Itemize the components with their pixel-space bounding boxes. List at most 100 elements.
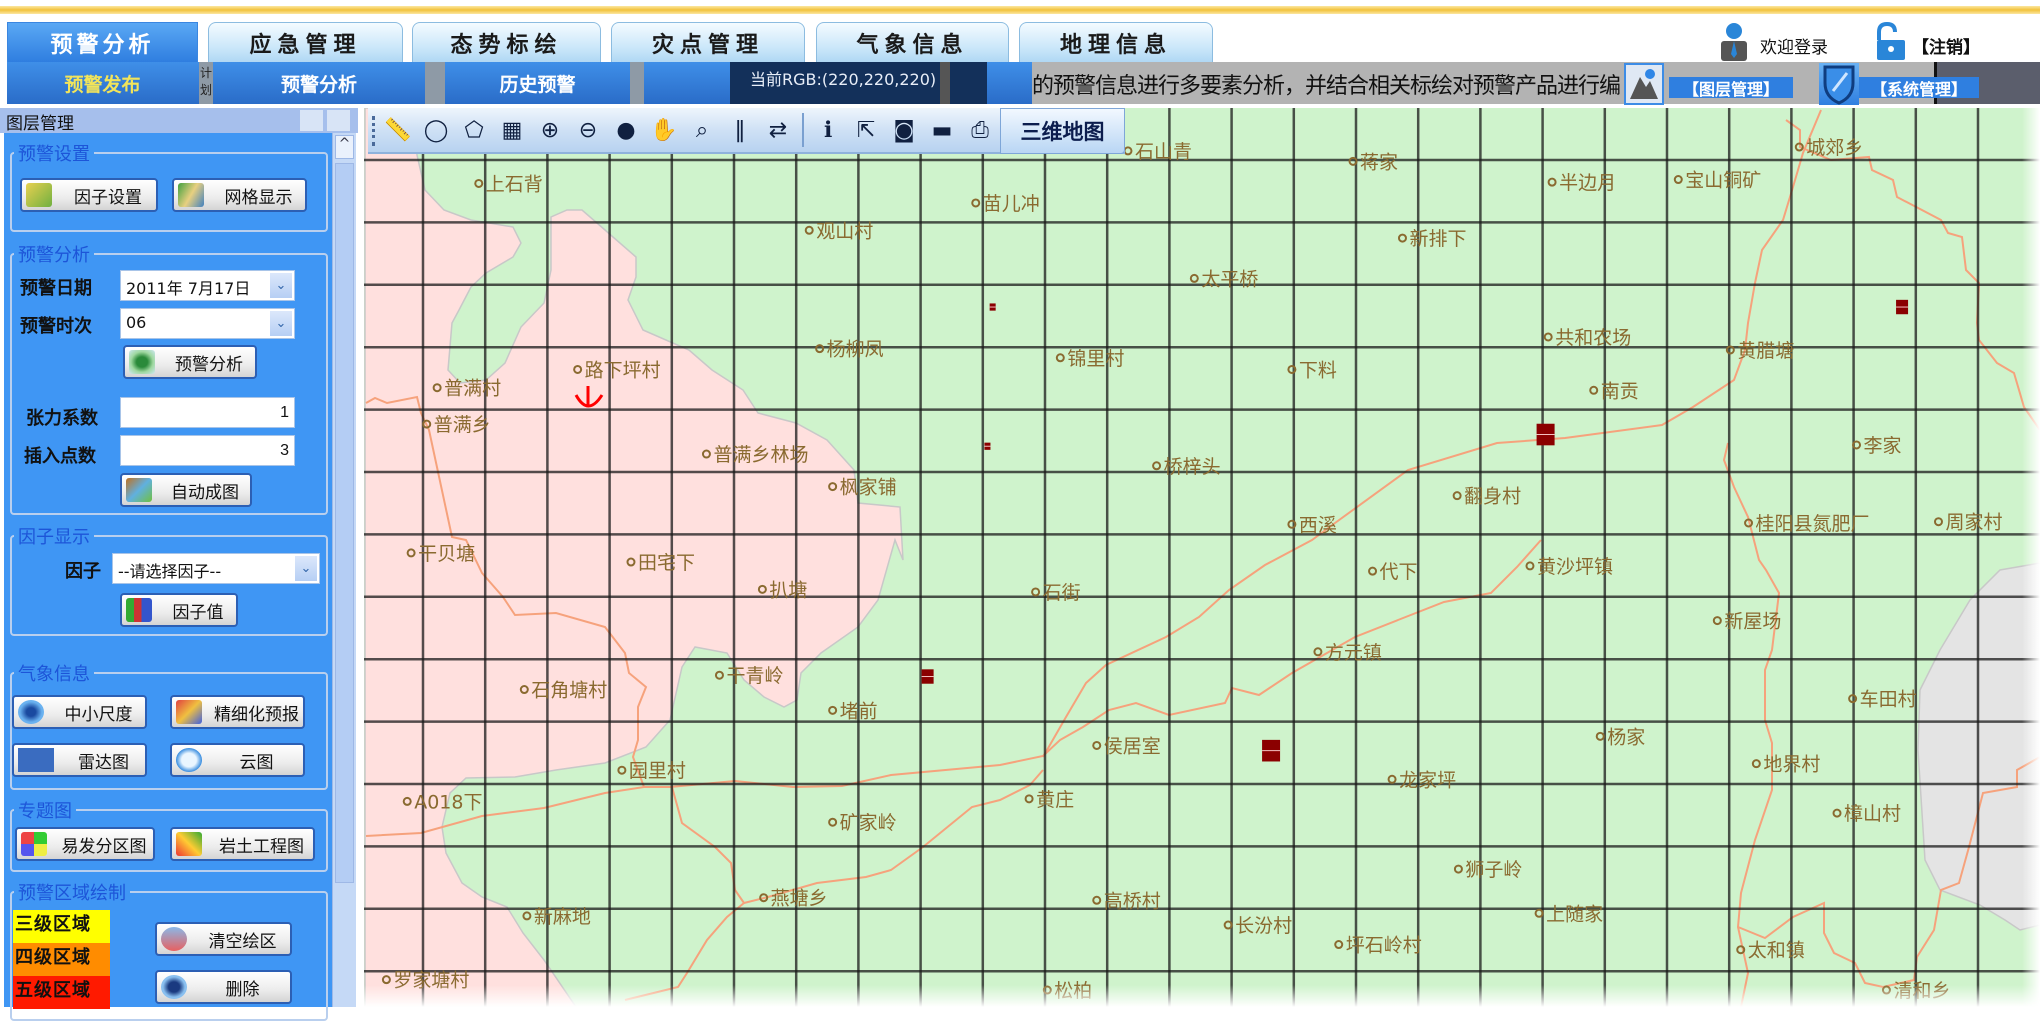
button-label: 网格显示: [224, 187, 293, 208]
place-marker-icon: [1525, 561, 1535, 571]
place-label: 周家村: [1945, 512, 2002, 534]
place-label: 下料: [1299, 359, 1337, 381]
zoom-out-icon[interactable]: ⊖: [578, 117, 598, 143]
select-value: 2011年 7月17日: [126, 279, 251, 298]
system-management-button[interactable]: 【系统管理】: [1859, 77, 1979, 99]
place-marker-icon: [1832, 808, 1842, 818]
place-marker-icon: [1453, 864, 1463, 874]
place-label: 黄庄: [1036, 789, 1074, 811]
warning-time-label: 预警时次: [20, 316, 92, 337]
cloud-button[interactable]: 云图: [170, 743, 305, 777]
place-label: 黄腊塘: [1737, 340, 1794, 362]
sidebar-collapse-button[interactable]: [300, 110, 323, 131]
grid-display-button[interactable]: 网格显示: [172, 178, 307, 212]
place-label: 新屋场: [1724, 611, 1781, 633]
grid-icon[interactable]: ▦: [501, 117, 523, 143]
chevron-down-icon[interactable]: ⌄: [270, 273, 292, 298]
delete-button[interactable]: 删除: [155, 970, 292, 1004]
place-marker-icon: [828, 817, 838, 827]
measure-polygon-icon[interactable]: ⬠: [464, 117, 484, 143]
main-tab[interactable]: 态势标绘: [412, 22, 601, 62]
place-marker-icon: [1092, 895, 1102, 905]
scroll-thumb[interactable]: [335, 163, 354, 883]
info-icon[interactable]: ℹ: [823, 117, 833, 143]
print-preview-icon[interactable]: ▬: [931, 117, 953, 143]
level-3-zone-swatch[interactable]: 三级区域: [13, 910, 110, 943]
logout-link[interactable]: 【注销】: [1912, 38, 1980, 58]
susceptibility-map-button[interactable]: 易发分区图: [15, 827, 155, 861]
run-analysis-button[interactable]: 预警分析: [123, 345, 257, 379]
button-label: 云图: [239, 752, 274, 773]
shield-icon[interactable]: [1819, 63, 1859, 105]
warning-time-select[interactable]: 06 ⌄: [120, 308, 295, 339]
pause-icon[interactable]: ‖: [734, 117, 746, 143]
geotech-map-button[interactable]: 岩土工程图: [170, 827, 315, 861]
zoom-extent-icon[interactable]: ⌕: [695, 117, 709, 143]
place-marker-icon: [1848, 694, 1858, 704]
layer-management-icon[interactable]: [1624, 63, 1664, 105]
mesoscale-button[interactable]: 中小尺度: [12, 695, 147, 729]
factor-select[interactable]: --请选择因子-- ⌄: [112, 553, 320, 584]
level-4-zone-swatch[interactable]: 四级区域: [13, 943, 110, 976]
sub-tab-analysis[interactable]: 预警分析: [280, 73, 357, 96]
warning-date-select[interactable]: 2011年 7月17日 ⌄: [120, 270, 295, 301]
layer-management-button[interactable]: 【图层管理】: [1669, 77, 1793, 99]
marquee-text: 的预警信息进行多要素分析，并结合相关标绘对预警产品进行编: [1032, 74, 1621, 99]
swap-icon[interactable]: ⇄: [768, 117, 788, 143]
divider: [940, 62, 950, 104]
sub-tab-plan[interactable]: 计划: [199, 62, 213, 104]
zoom-in-icon[interactable]: ⊕: [540, 117, 560, 143]
export-icon[interactable]: ⇱: [856, 117, 876, 143]
place-label: 西溪: [1299, 514, 1337, 536]
interp-points-label: 插入点数: [24, 446, 96, 467]
fine-forecast-button[interactable]: 精细化预报: [170, 695, 305, 729]
sidebar-scrollbar[interactable]: ^: [332, 133, 356, 1007]
place-label: 龙家坪: [1399, 769, 1456, 791]
radar-button[interactable]: 雷达图: [12, 743, 147, 777]
level-5-zone-swatch[interactable]: 五级区域: [13, 976, 110, 1009]
map-bottom-fade: [364, 985, 2040, 1007]
main-tab[interactable]: 地理信息: [1019, 22, 1213, 62]
place-marker-icon: [1543, 332, 1553, 342]
printer-icon[interactable]: ⎙: [971, 117, 989, 143]
place-label: 枫家铺: [840, 477, 897, 499]
tension-input[interactable]: [120, 397, 295, 428]
snapshot-icon[interactable]: ◙: [893, 117, 915, 143]
main-tab[interactable]: 灾点管理: [611, 22, 805, 62]
sub-tab-publish[interactable]: 预警发布: [64, 73, 141, 96]
warning-area-drawing-legend: 预警区域绘制: [14, 879, 130, 905]
zoning-icon: [21, 832, 47, 856]
top-accent-bar: [0, 6, 2040, 14]
place-marker-icon: [1744, 518, 1754, 528]
weather-info-legend: 气象信息: [14, 660, 94, 686]
ruler-icon[interactable]: 📏: [384, 117, 412, 143]
clear-drawing-button[interactable]: 清空绘区: [155, 922, 292, 956]
scroll-up-button[interactable]: ^: [335, 135, 354, 159]
thematic-map-legend: 专题图: [14, 797, 76, 823]
main-tab[interactable]: 应急管理: [208, 22, 403, 62]
place-marker-icon: [971, 198, 981, 208]
3d-map-button[interactable]: 三维地图: [1000, 108, 1125, 154]
globe-icon[interactable]: ●: [616, 117, 636, 143]
sidebar-close-button[interactable]: [327, 110, 350, 131]
map-canvas[interactable]: 上石背 石山青 蒋家 城郊乡 苗儿冲 半边月 宝山铜矿 观山村 新排下 太平桥 杨柳凤 锦里村 下料 共和…: [364, 108, 2040, 1007]
main-tab[interactable]: 气象信息: [816, 22, 1009, 62]
place-marker-icon: [1123, 146, 1133, 156]
place-marker-icon: [1348, 156, 1358, 166]
place-label: 苗儿冲: [983, 193, 1040, 215]
chevron-down-icon[interactable]: ⌄: [295, 556, 317, 581]
interp-points-input[interactable]: [120, 435, 295, 466]
factor-label: 因子: [65, 561, 101, 582]
measure-area-icon[interactable]: ◯: [423, 117, 449, 143]
main-tab[interactable]: 预警分析: [7, 22, 198, 62]
auto-map-button[interactable]: 自动成图: [120, 473, 252, 507]
chevron-down-icon[interactable]: ⌄: [270, 311, 292, 336]
factor-value-button[interactable]: 因子值: [120, 593, 238, 627]
pan-hand-icon[interactable]: ✋: [650, 117, 678, 143]
factor-settings-button[interactable]: 因子设置: [20, 178, 158, 212]
sub-tab-history[interactable]: 历史预警: [499, 73, 576, 96]
place-label: 代下: [1380, 561, 1418, 583]
place-label: 燕塘乡: [771, 888, 828, 910]
toolbar-grip[interactable]: [372, 116, 375, 146]
